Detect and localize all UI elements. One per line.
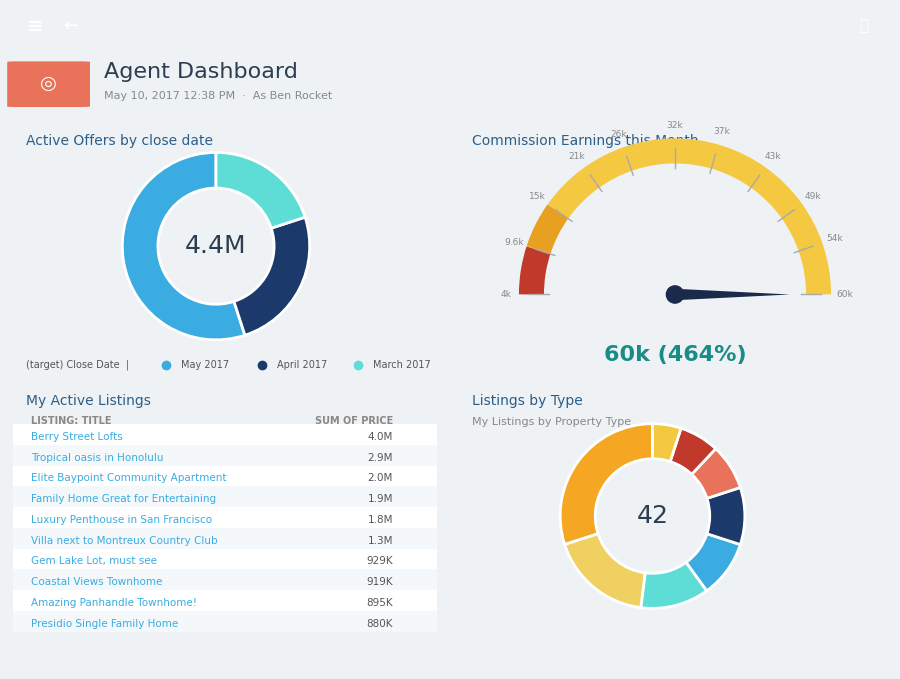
Text: 1.9M: 1.9M [367,494,393,504]
Text: 60k (464%): 60k (464%) [604,345,746,365]
Text: 880K: 880K [366,619,393,629]
Text: Amazing Panhandle Townhome!: Amazing Panhandle Townhome! [31,598,197,608]
Text: 32k: 32k [667,121,683,130]
FancyBboxPatch shape [14,445,436,466]
Text: 895K: 895K [366,598,393,608]
FancyBboxPatch shape [14,590,436,611]
FancyBboxPatch shape [14,424,436,445]
Text: 4.4M: 4.4M [185,234,247,258]
Text: 2.0M: 2.0M [368,473,393,483]
Text: ◎: ◎ [40,73,57,92]
Text: SUM OF PRICE: SUM OF PRICE [315,416,393,426]
Text: 42: 42 [636,504,669,528]
Text: 1.3M: 1.3M [367,536,393,546]
Text: 🔔: 🔔 [860,18,868,33]
Text: ←: ← [63,17,78,35]
Wedge shape [652,424,681,462]
Text: LISTING: TITLE: LISTING: TITLE [31,416,112,426]
FancyBboxPatch shape [14,570,436,590]
Text: Coastal Views Townhome: Coastal Views Townhome [31,577,162,587]
Text: 37k: 37k [714,127,730,136]
Text: 4k: 4k [500,290,511,299]
Wedge shape [122,153,245,340]
Circle shape [666,286,684,303]
Text: Presidio Single Family Home: Presidio Single Family Home [31,619,178,629]
Text: Gem Lake Lot, must see: Gem Lake Lot, must see [31,556,157,566]
Wedge shape [686,534,741,591]
Text: Active Offers by close date: Active Offers by close date [26,134,213,148]
Text: 60k: 60k [836,290,853,299]
FancyBboxPatch shape [14,486,436,507]
Text: 43k: 43k [765,152,781,161]
Text: April 2017: April 2017 [277,360,328,370]
Text: 4.0M: 4.0M [368,432,393,442]
Wedge shape [216,153,305,228]
Text: Luxury Penthouse in San Francisco: Luxury Penthouse in San Francisco [31,515,212,525]
Text: Tropical oasis in Honolulu: Tropical oasis in Honolulu [31,453,163,462]
Polygon shape [675,289,790,300]
FancyBboxPatch shape [14,466,436,486]
Text: 15k: 15k [528,192,545,201]
Text: May 2017: May 2017 [182,360,230,370]
Text: Family Home Great for Entertaining: Family Home Great for Entertaining [31,494,216,504]
FancyBboxPatch shape [14,528,436,549]
Wedge shape [692,449,741,498]
Text: Commission Earnings this Month: Commission Earnings this Month [472,134,698,148]
FancyBboxPatch shape [14,549,436,570]
Text: 26k: 26k [611,130,627,139]
Text: Villa next to Montreux Country Club: Villa next to Montreux Country Club [31,536,218,546]
FancyBboxPatch shape [7,61,90,107]
Text: 1.8M: 1.8M [367,515,393,525]
Text: Listings by Type: Listings by Type [472,394,582,408]
Text: 9.6k: 9.6k [504,238,524,246]
Wedge shape [234,217,310,335]
Wedge shape [641,562,706,608]
Text: March 2017: March 2017 [374,360,431,370]
Text: ≡: ≡ [27,16,43,35]
Text: My Listings by Property Type: My Listings by Property Type [472,417,631,427]
Wedge shape [707,488,745,545]
Text: Elite Baypoint Community Apartment: Elite Baypoint Community Apartment [31,473,226,483]
Wedge shape [670,428,716,475]
Text: My Active Listings: My Active Listings [26,394,151,408]
Text: 2.9M: 2.9M [367,453,393,462]
Text: 919K: 919K [366,577,393,587]
FancyBboxPatch shape [14,507,436,528]
Text: Berry Street Lofts: Berry Street Lofts [31,432,122,442]
Text: 54k: 54k [826,234,843,243]
FancyBboxPatch shape [14,611,436,631]
Text: 21k: 21k [569,152,585,161]
Text: May 10, 2017 12:38 PM  ·  As Ben Rocket: May 10, 2017 12:38 PM · As Ben Rocket [104,92,332,101]
Text: Agent Dashboard: Agent Dashboard [104,62,297,82]
Wedge shape [564,534,645,608]
Text: 929K: 929K [366,556,393,566]
Text: (target) Close Date  |: (target) Close Date | [26,360,130,370]
Text: 49k: 49k [805,192,822,201]
Wedge shape [560,424,652,545]
